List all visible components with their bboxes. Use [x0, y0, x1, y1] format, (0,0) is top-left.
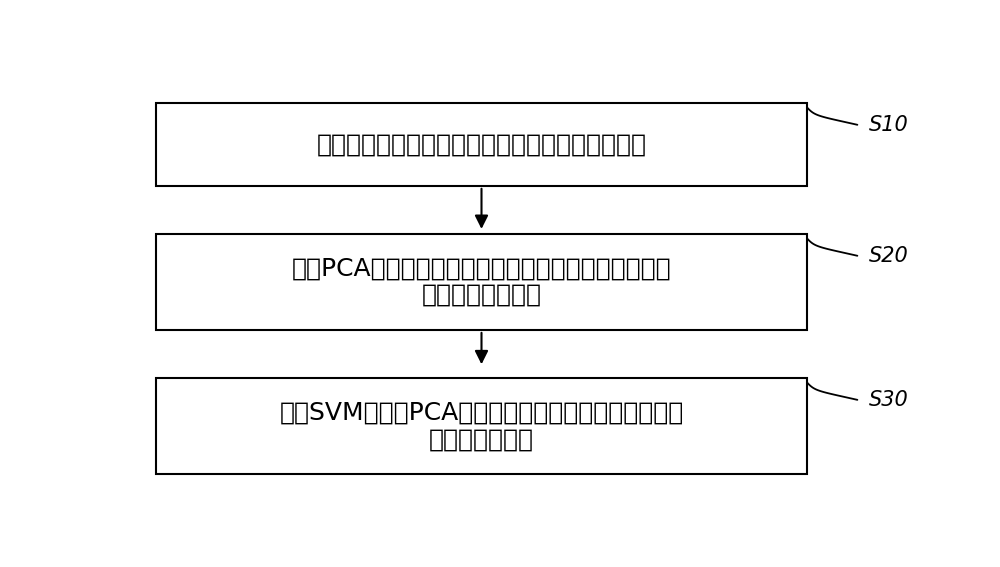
Text: S30: S30 — [869, 390, 909, 410]
Text: S10: S10 — [869, 115, 909, 135]
Text: S20: S20 — [869, 246, 909, 266]
Text: 完成一次数据清洗: 完成一次数据清洗 — [422, 283, 542, 307]
Bar — [156, 234, 807, 330]
Text: 利用SVM算法对PCA算法降维后的状态参量中的故障数: 利用SVM算法对PCA算法降维后的状态参量中的故障数 — [279, 401, 684, 425]
Text: 获取待诊断盾构机运行过程中的各状态参量数据集: 获取待诊断盾构机运行过程中的各状态参量数据集 — [316, 133, 646, 156]
Bar — [156, 103, 807, 186]
Text: 据进行二次清洗: 据进行二次清洗 — [429, 427, 534, 451]
Bar — [156, 378, 807, 474]
Text: 利用PCA算法对所述各状态参量数据集进行降维处理，: 利用PCA算法对所述各状态参量数据集进行降维处理， — [292, 257, 671, 281]
